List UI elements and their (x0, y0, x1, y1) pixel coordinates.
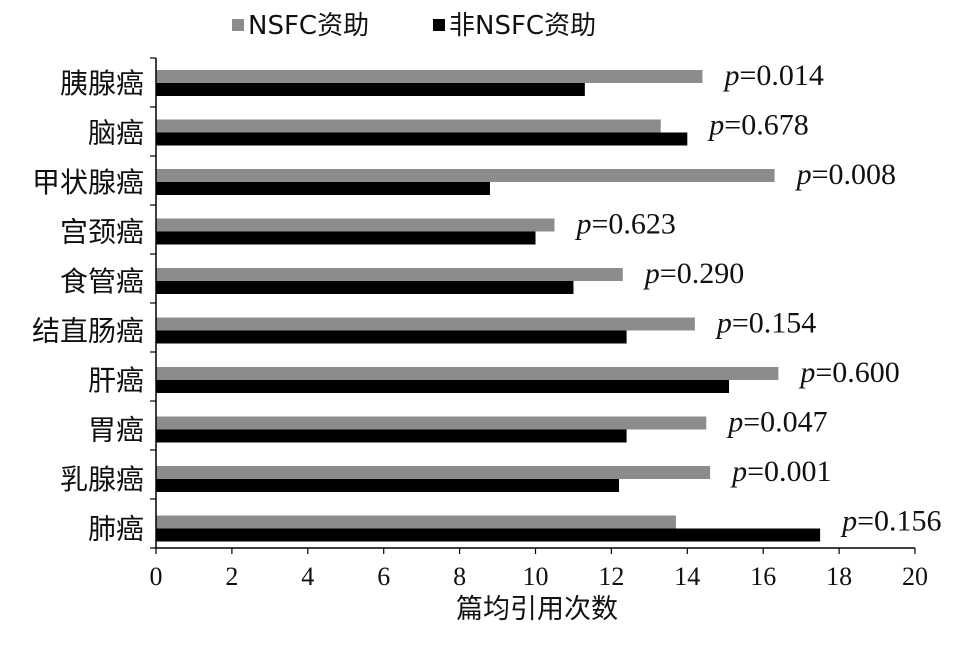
bar-nsfc (156, 367, 779, 380)
x-tick-label: 2 (225, 562, 238, 591)
bar-non-nsfc (156, 528, 821, 542)
bar-non-nsfc (156, 380, 730, 393)
x-axis-title: 篇均引用次数 (456, 594, 618, 625)
bar-non-nsfc (156, 479, 619, 492)
bar-non-nsfc (156, 132, 688, 146)
legend-label: 非NSFC资助 (449, 11, 596, 41)
p-value-label: p=0.623 (574, 208, 675, 241)
legend-swatch-nsfc (232, 19, 244, 31)
x-tick-label: 8 (453, 562, 466, 591)
p-value-label: p=0.154 (715, 307, 816, 340)
bar-nsfc (156, 515, 676, 529)
bar-nsfc (156, 416, 707, 430)
x-tick-label: 0 (150, 562, 163, 591)
category-label: 乳腺癌 (60, 463, 144, 496)
bar-nsfc (156, 169, 775, 182)
p-value-label: p=0.600 (798, 356, 899, 389)
axes (150, 57, 916, 554)
bar-nsfc (156, 119, 661, 133)
bar-nsfc (156, 218, 555, 232)
p-value-annotations: p=0.014 p=0.678 p=0.008 p=0.623 p=0.290 p=0.1… (574, 59, 941, 538)
category-label: 宫颈癌 (60, 216, 144, 249)
bars (156, 70, 821, 542)
x-tick-label: 12 (598, 562, 624, 591)
x-tick-label: 18 (826, 562, 852, 591)
category-label: 胃癌 (88, 414, 144, 447)
bar-nsfc (156, 268, 623, 281)
category-label: 甲状腺癌 (32, 166, 144, 199)
bar-non-nsfc (156, 281, 574, 294)
bar-non-nsfc (156, 330, 627, 344)
legend-swatch-non-nsfc (433, 19, 445, 31)
category-label: 结直肠癌 (32, 315, 144, 348)
x-tick-label: 20 (902, 562, 928, 591)
bar-non-nsfc (156, 429, 627, 443)
legend: NSFC资助 非NSFC资助 (232, 11, 596, 41)
bar-nsfc (156, 317, 695, 331)
x-tick-label: 4 (301, 562, 314, 591)
bar-non-nsfc (156, 231, 536, 245)
p-value-label: p=0.008 (795, 158, 896, 191)
p-value-label: p=0.001 (730, 455, 831, 488)
p-value-label: p=0.014 (722, 59, 823, 92)
x-tick-labels: 0 2 4 6 8 10 12 14 16 18 20 (150, 562, 929, 591)
bar-non-nsfc (156, 182, 490, 195)
bar-nsfc (156, 70, 703, 83)
x-tick-label: 6 (377, 562, 390, 591)
bar-nsfc (156, 466, 711, 479)
category-label: 食管癌 (60, 265, 144, 298)
p-value-label: p=0.678 (707, 109, 808, 142)
category-label: 脑癌 (88, 117, 144, 150)
category-label: 肺癌 (88, 513, 144, 546)
category-label: 肝癌 (88, 364, 144, 397)
x-tick-label: 16 (750, 562, 776, 591)
legend-label: NSFC资助 (248, 11, 369, 41)
category-label: 胰腺癌 (60, 67, 144, 100)
bar-non-nsfc (156, 83, 585, 96)
p-value-label: p=0.156 (840, 505, 941, 538)
x-tick-label: 10 (523, 562, 549, 591)
x-tick-label: 14 (674, 562, 700, 591)
p-value-label: p=0.290 (643, 257, 744, 290)
p-value-label: p=0.047 (726, 406, 827, 439)
